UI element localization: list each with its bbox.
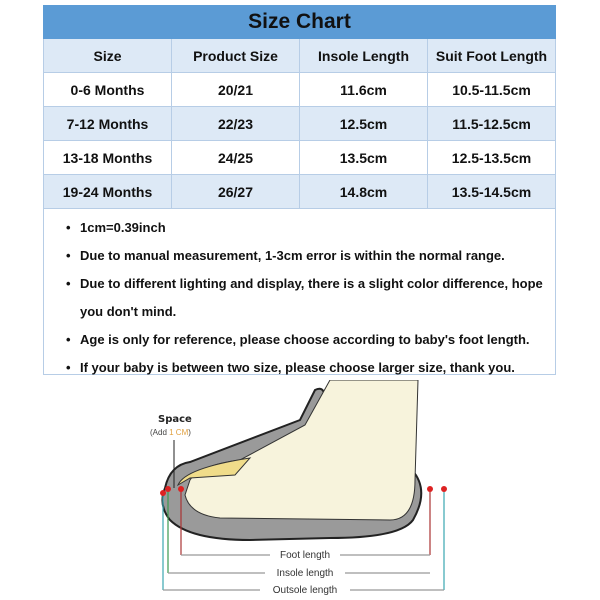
table-row: 13-18 Months 24/25 13.5cm 12.5-13.5cm — [43, 140, 556, 175]
cell: 12.5-13.5cm — [427, 140, 556, 175]
insole-length-label: Insole length — [277, 568, 334, 579]
cell: 20/21 — [171, 72, 300, 107]
cell: 19-24 Months — [43, 174, 172, 209]
size-chart-table: Size Chart Size Product Size Insole Leng… — [43, 5, 556, 209]
cell: 11.6cm — [299, 72, 428, 107]
cell: 13-18 Months — [43, 140, 172, 175]
note-item: If your baby is between two size, please… — [66, 354, 555, 382]
col-header: Size — [43, 38, 172, 73]
cell: 0-6 Months — [43, 72, 172, 107]
header-row: Size Product Size Insole Length Suit Foo… — [43, 38, 556, 73]
col-header: Product Size — [171, 38, 300, 73]
notes-box: 1cm=0.39inch Due to manual measurement, … — [43, 208, 556, 382]
col-header: Insole Length — [299, 38, 428, 73]
cell: 11.5-12.5cm — [427, 106, 556, 141]
cell: 14.8cm — [299, 174, 428, 209]
note-item: Age is only for reference, please choose… — [66, 326, 555, 354]
shoe-diagram: Space (Add 1 CM) Foot length Insole leng… — [150, 380, 447, 597]
insole-yellow — [176, 457, 252, 487]
cell: 12.5cm — [299, 106, 428, 141]
outsole-length-label: Outsole length — [273, 585, 338, 596]
table-row: 7-12 Months 22/23 12.5cm 11.5-12.5cm — [43, 106, 556, 141]
table-title: Size Chart — [43, 5, 556, 39]
cell: 7-12 Months — [43, 106, 172, 141]
space-label: Space — [158, 414, 192, 425]
note-item: Due to different lighting and display, t… — [66, 270, 555, 326]
cell: 10.5-11.5cm — [427, 72, 556, 107]
col-header: Suit Foot Length — [427, 38, 556, 73]
note-item: 1cm=0.39inch — [66, 214, 555, 242]
table-row: 19-24 Months 26/27 14.8cm 13.5-14.5cm — [43, 174, 556, 209]
cell: 26/27 — [171, 174, 300, 209]
cell: 24/25 — [171, 140, 300, 175]
note-item: Due to manual measurement, 1-3cm error i… — [66, 242, 555, 270]
cell: 13.5cm — [299, 140, 428, 175]
cell: 13.5-14.5cm — [427, 174, 556, 209]
table-row: 0-6 Months 20/21 11.6cm 10.5-11.5cm — [43, 72, 556, 107]
cell: 22/23 — [171, 106, 300, 141]
foot-length-label: Foot length — [280, 550, 330, 561]
add-label: (Add 1 CM) — [150, 428, 191, 437]
